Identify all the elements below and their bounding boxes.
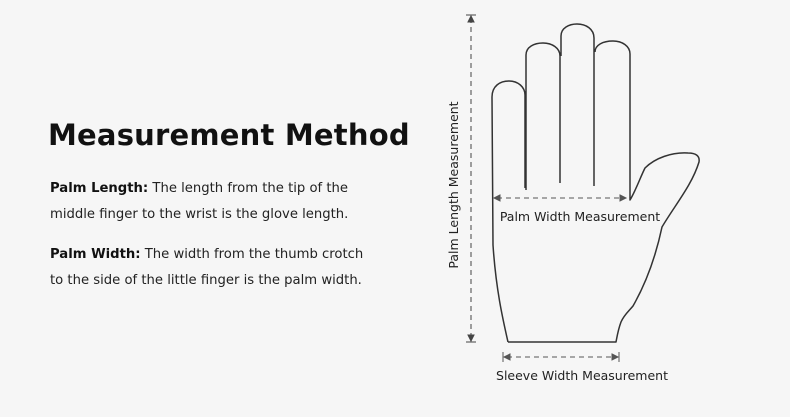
palm-width-arrow: [492, 194, 628, 202]
palm-width-description: Palm Width: The width from the thumb cro…: [50, 242, 390, 294]
sleeve-width-arrow: [502, 352, 620, 362]
palm-length-description: Palm Length: The length from the tip of …: [50, 176, 390, 228]
palm-width-label: Palm Width:: [50, 247, 141, 262]
palm-length-text-2: middle finger to the wrist is the glove …: [50, 207, 349, 222]
palm-length-label: Palm Length:: [50, 181, 149, 196]
palm-length-text-1: The length from the tip of the: [148, 181, 349, 196]
palm-width-text-1: The width from the thumb crotch: [140, 247, 364, 262]
palm-width-text-2: to the side of the little finger is the …: [50, 273, 362, 288]
palm-length-arrow: [466, 14, 476, 343]
palm-width-label: Palm Width Measurement: [500, 209, 660, 224]
sleeve-width-label: Sleeve Width Measurement: [496, 368, 668, 383]
palm-length-label: Palm Length Measurement: [446, 101, 461, 268]
hand-outline: [491, 23, 700, 343]
page-title: Measurement Method: [48, 118, 410, 152]
